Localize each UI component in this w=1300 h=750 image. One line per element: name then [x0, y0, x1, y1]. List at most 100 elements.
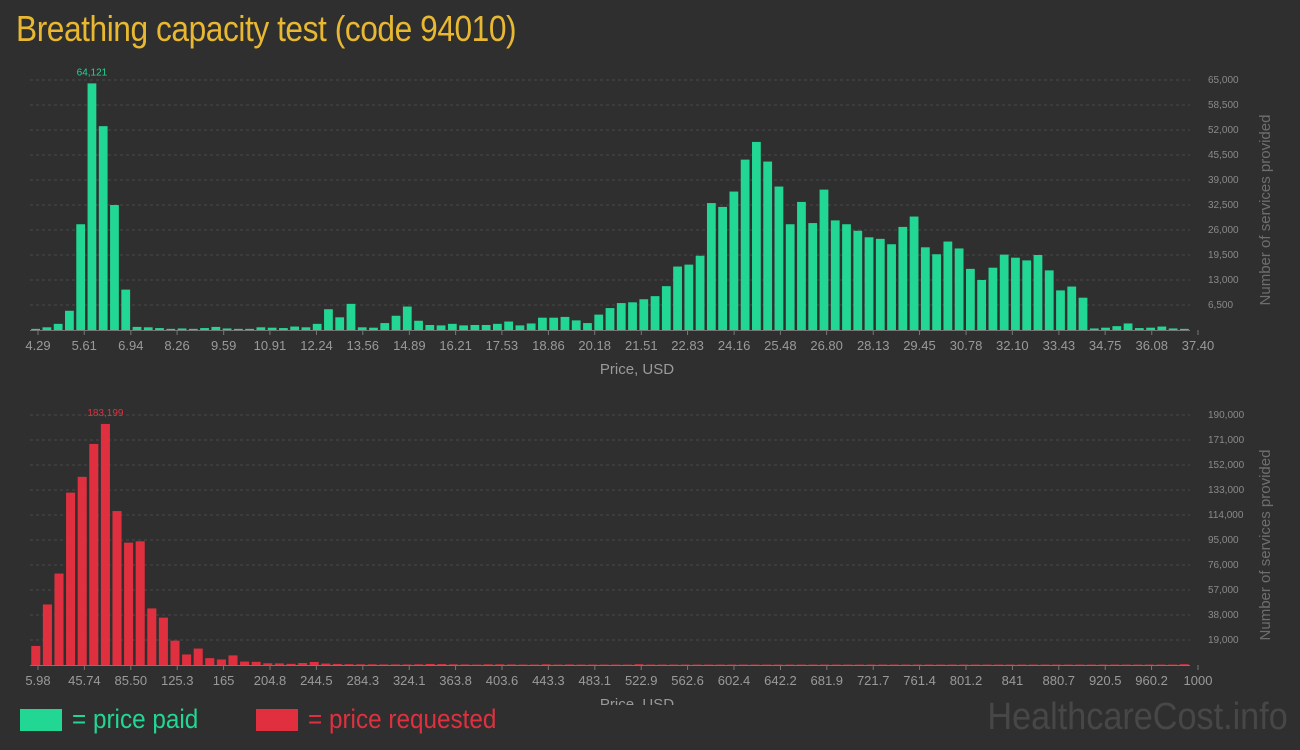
bar	[988, 267, 998, 330]
bar	[622, 664, 632, 666]
bar	[346, 303, 356, 330]
x-tick-label: 29.45	[903, 338, 936, 353]
y-tick-label: 52,000	[1208, 125, 1239, 136]
bar	[1123, 323, 1133, 330]
bar	[54, 573, 64, 665]
bar	[576, 664, 586, 666]
bar	[112, 511, 122, 665]
x-tick-label: 125.3	[161, 673, 194, 688]
bar	[216, 659, 226, 665]
bar	[611, 664, 621, 666]
bar	[560, 316, 570, 330]
bar	[425, 663, 435, 665]
y-tick-label: 95,000	[1208, 535, 1239, 546]
x-tick-label: 37.40	[1182, 338, 1215, 353]
x-tick-label: 24.16	[718, 338, 751, 353]
x-tick-label: 363.8	[439, 673, 472, 688]
bar	[1179, 328, 1189, 330]
bar	[706, 203, 716, 330]
bar	[541, 664, 551, 665]
y-axis-title: Number of services provided	[1257, 115, 1274, 306]
legend: = price paid = price requested	[20, 704, 562, 735]
bar	[1005, 664, 1015, 666]
bar	[367, 664, 377, 665]
y-tick-label: 65,000	[1208, 75, 1239, 86]
x-tick-label: 403.6	[486, 673, 519, 688]
bar	[646, 664, 656, 666]
bar	[553, 664, 563, 666]
bar	[1033, 255, 1043, 330]
bar	[831, 664, 841, 666]
bar	[526, 323, 536, 330]
bar	[290, 326, 300, 330]
bar	[391, 315, 401, 330]
y-tick-label: 76,000	[1208, 560, 1239, 571]
x-tick-label: 10.91	[254, 338, 287, 353]
bar	[752, 141, 761, 330]
bar	[1056, 290, 1065, 330]
x-tick-label: 204.8	[254, 673, 287, 688]
bar	[205, 658, 215, 665]
bar	[155, 328, 164, 330]
bar	[245, 328, 255, 330]
bar	[437, 664, 447, 665]
bar	[599, 664, 609, 666]
x-tick-label: 761.4	[903, 673, 936, 688]
bar	[994, 664, 1004, 666]
bar	[875, 238, 885, 330]
x-tick-label: 284.3	[347, 673, 380, 688]
bar	[170, 640, 180, 665]
legend-swatch-requested	[256, 708, 299, 731]
x-tick-label: 562.6	[671, 673, 704, 688]
bar	[481, 325, 491, 330]
bar	[819, 189, 829, 330]
bar	[89, 443, 99, 665]
bar	[356, 664, 366, 665]
bar	[211, 326, 221, 330]
bar	[200, 328, 209, 330]
bar	[843, 664, 853, 666]
bar	[357, 327, 367, 330]
legend-item-requested: = price requested	[256, 704, 517, 735]
bar	[279, 328, 288, 330]
bar	[530, 664, 540, 666]
x-tick-label: 721.7	[857, 673, 890, 688]
bar	[729, 191, 739, 330]
bar	[460, 664, 470, 665]
bar	[402, 664, 412, 665]
bar	[344, 664, 354, 665]
bar	[1110, 664, 1120, 666]
bar	[549, 317, 559, 330]
bar	[495, 664, 505, 665]
x-tick-label: 28.13	[857, 338, 890, 353]
bar	[1156, 664, 1166, 666]
x-tick-label: 18.86	[532, 338, 565, 353]
bar	[889, 664, 899, 666]
y-tick-label: 38,000	[1208, 610, 1239, 621]
bar	[42, 604, 52, 665]
bar	[715, 664, 725, 666]
bar	[842, 224, 851, 330]
bar	[583, 323, 592, 330]
bar	[628, 302, 637, 330]
bar	[954, 248, 964, 330]
bar	[1121, 664, 1131, 666]
bar	[298, 663, 308, 665]
x-tick-label: 85.50	[115, 673, 148, 688]
x-tick-label: 960.2	[1135, 673, 1168, 688]
bar	[909, 216, 919, 330]
x-tick-label: 5.98	[25, 673, 50, 688]
bar	[147, 608, 157, 665]
bar	[982, 664, 992, 666]
bar	[785, 224, 795, 330]
bar	[657, 664, 667, 666]
bar	[1011, 257, 1020, 330]
bar	[887, 244, 896, 330]
bar	[390, 664, 400, 665]
bar	[31, 328, 41, 330]
y-tick-label: 13,000	[1208, 275, 1239, 286]
x-tick-label: 880.7	[1043, 673, 1076, 688]
x-tick-label: 6.94	[118, 338, 143, 353]
y-tick-label: 32,500	[1208, 200, 1239, 211]
bar	[684, 264, 694, 330]
